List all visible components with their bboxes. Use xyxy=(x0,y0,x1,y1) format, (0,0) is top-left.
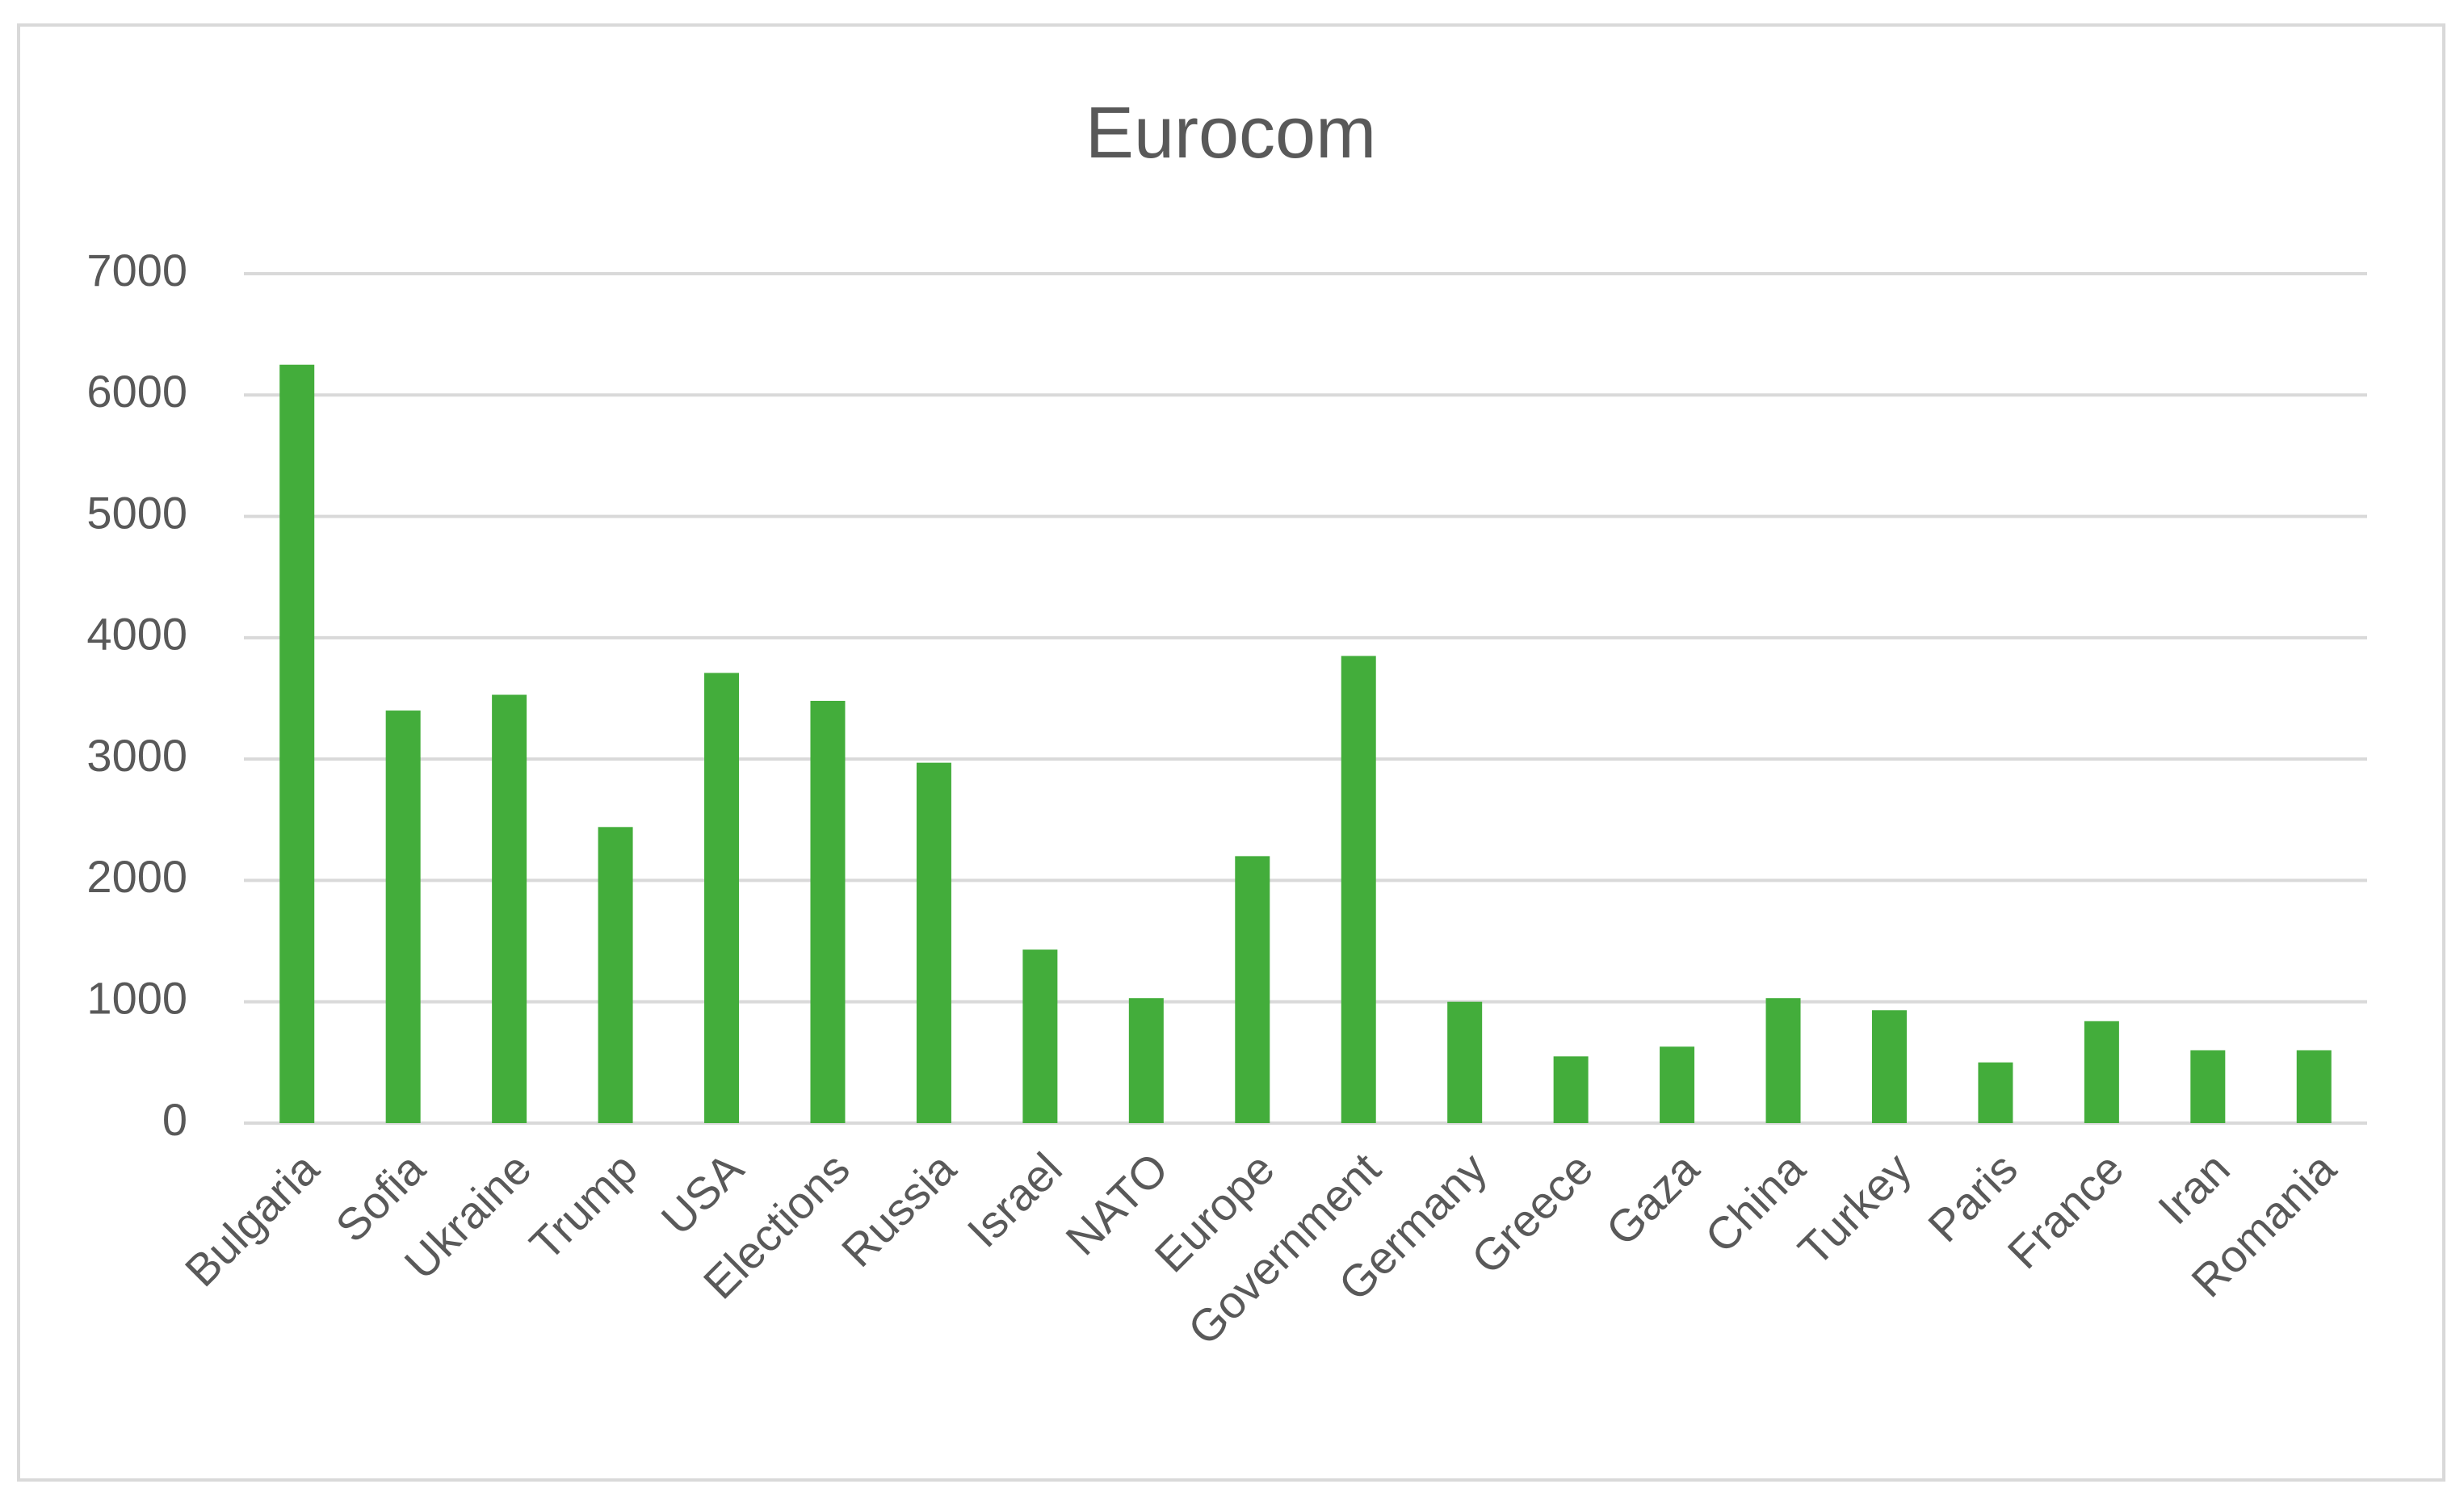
bar xyxy=(1978,1062,2013,1123)
y-tick-label: 4000 xyxy=(86,609,187,660)
bar xyxy=(1128,998,1164,1123)
bar xyxy=(1447,1001,1483,1123)
bar xyxy=(2084,1021,2119,1123)
bar xyxy=(1341,656,1376,1123)
bar xyxy=(1765,998,1801,1123)
y-tick-label: 0 xyxy=(162,1094,187,1145)
y-tick-label: 5000 xyxy=(86,487,187,538)
bar xyxy=(810,701,846,1123)
bar xyxy=(279,364,315,1123)
bar xyxy=(1871,1010,1907,1123)
chart-title: Eurocom xyxy=(1085,93,1376,174)
chart-frame xyxy=(17,23,2445,1482)
bar xyxy=(598,827,633,1123)
bar xyxy=(1022,950,1058,1123)
y-tick-label: 3000 xyxy=(86,730,187,781)
bar xyxy=(385,711,421,1123)
bar xyxy=(2296,1050,2332,1123)
bar xyxy=(704,673,740,1123)
bar xyxy=(1553,1056,1589,1123)
y-tick-label: 1000 xyxy=(86,973,187,1024)
bar xyxy=(916,762,951,1123)
y-tick-label: 2000 xyxy=(86,851,187,902)
y-tick-label: 7000 xyxy=(86,245,187,296)
bar xyxy=(492,694,527,1123)
bar xyxy=(2190,1050,2226,1123)
bar xyxy=(1660,1046,1695,1123)
y-tick-label: 6000 xyxy=(86,366,187,417)
bar xyxy=(1235,856,1270,1123)
